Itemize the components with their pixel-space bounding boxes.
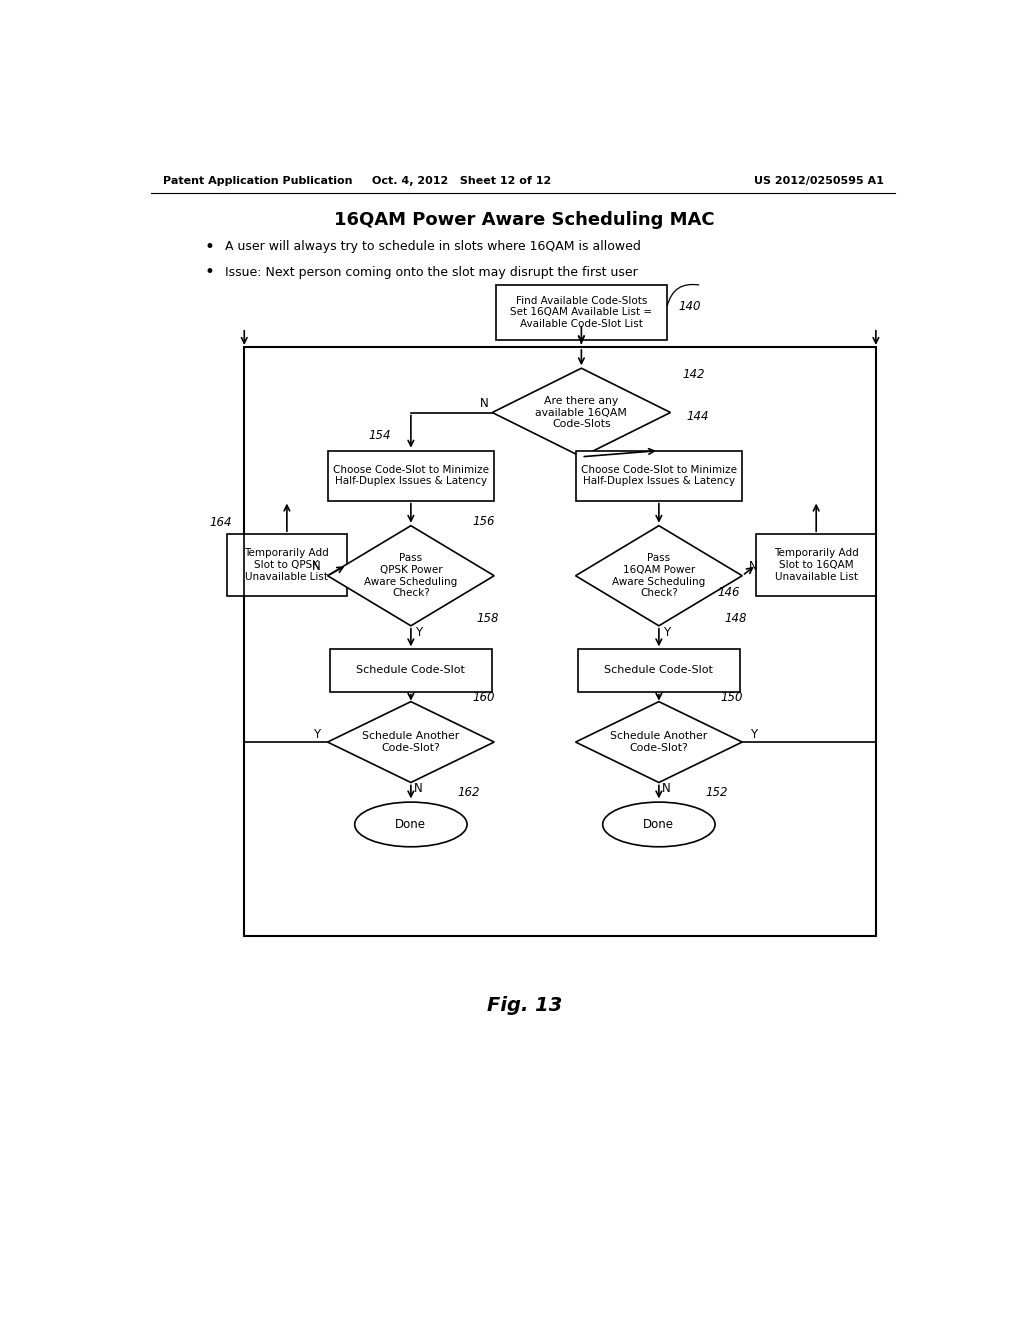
Text: •: • <box>205 264 214 281</box>
Polygon shape <box>575 525 742 626</box>
FancyBboxPatch shape <box>226 535 347 595</box>
Polygon shape <box>575 702 742 783</box>
Text: Schedule Code-Slot: Schedule Code-Slot <box>356 665 465 676</box>
Text: Schedule Another
Code-Slot?: Schedule Another Code-Slot? <box>610 731 708 752</box>
Ellipse shape <box>354 803 467 847</box>
Polygon shape <box>328 525 495 626</box>
FancyBboxPatch shape <box>496 285 667 341</box>
FancyBboxPatch shape <box>330 649 493 692</box>
Polygon shape <box>328 702 495 783</box>
Text: Choose Code-Slot to Minimize
Half-Duplex Issues & Latency: Choose Code-Slot to Minimize Half-Duplex… <box>333 465 488 487</box>
Text: N: N <box>312 560 321 573</box>
Text: 144: 144 <box>686 409 709 422</box>
Text: 154: 154 <box>369 429 391 442</box>
Text: N: N <box>415 781 423 795</box>
Text: 148: 148 <box>725 612 748 626</box>
Text: N: N <box>749 560 758 573</box>
FancyBboxPatch shape <box>756 535 877 595</box>
Text: Find Available Code-Slots
Set 16QAM Available List =
Available Code-Slot List: Find Available Code-Slots Set 16QAM Avai… <box>510 296 652 329</box>
Text: Oct. 4, 2012   Sheet 12 of 12: Oct. 4, 2012 Sheet 12 of 12 <box>372 176 551 186</box>
FancyBboxPatch shape <box>578 649 740 692</box>
Text: 158: 158 <box>477 612 500 626</box>
Text: Temporarily Add
Slot to 16QAM
Unavailable List: Temporarily Add Slot to 16QAM Unavailabl… <box>774 548 858 582</box>
Ellipse shape <box>603 803 715 847</box>
Text: Are there any
available 16QAM
Code-Slots: Are there any available 16QAM Code-Slots <box>536 396 628 429</box>
Text: N: N <box>663 781 671 795</box>
Text: Done: Done <box>395 818 426 832</box>
Bar <box>245 347 876 936</box>
Text: Y: Y <box>664 626 670 639</box>
Text: Schedule Another
Code-Slot?: Schedule Another Code-Slot? <box>362 731 460 752</box>
Text: Schedule Code-Slot: Schedule Code-Slot <box>604 665 714 676</box>
Text: Y: Y <box>415 626 422 639</box>
Text: 142: 142 <box>682 367 705 380</box>
Text: 16QAM Power Aware Scheduling MAC: 16QAM Power Aware Scheduling MAC <box>335 211 715 228</box>
Text: 150: 150 <box>721 690 743 704</box>
Text: Y: Y <box>750 727 757 741</box>
Text: 162: 162 <box>458 785 480 799</box>
Text: Patent Application Publication: Patent Application Publication <box>163 176 352 186</box>
Text: 164: 164 <box>209 516 231 529</box>
Text: 140: 140 <box>678 300 700 313</box>
Text: Y: Y <box>586 457 593 470</box>
Text: Done: Done <box>643 818 675 832</box>
Text: Pass
16QAM Power
Aware Scheduling
Check?: Pass 16QAM Power Aware Scheduling Check? <box>612 553 706 598</box>
Text: US 2012/0250595 A1: US 2012/0250595 A1 <box>754 176 884 186</box>
FancyBboxPatch shape <box>328 450 495 500</box>
Polygon shape <box>493 368 671 457</box>
Text: Y: Y <box>312 727 319 741</box>
Text: 152: 152 <box>706 785 728 799</box>
Text: A user will always try to schedule in slots where 16QAM is allowed: A user will always try to schedule in sl… <box>225 240 641 253</box>
FancyBboxPatch shape <box>575 450 742 500</box>
Text: Choose Code-Slot to Minimize
Half-Duplex Issues & Latency: Choose Code-Slot to Minimize Half-Duplex… <box>581 465 737 487</box>
Text: Temporarily Add
Slot to QPSK
Unavailable List: Temporarily Add Slot to QPSK Unavailable… <box>245 548 330 582</box>
Text: •: • <box>205 238 214 256</box>
Text: 156: 156 <box>473 515 496 528</box>
Text: N: N <box>480 397 488 409</box>
Text: 160: 160 <box>473 690 496 704</box>
Text: 146: 146 <box>717 586 739 599</box>
Text: Issue: Next person coming onto the slot may disrupt the first user: Issue: Next person coming onto the slot … <box>225 265 638 279</box>
Text: Pass
QPSK Power
Aware Scheduling
Check?: Pass QPSK Power Aware Scheduling Check? <box>365 553 458 598</box>
Text: Fig. 13: Fig. 13 <box>487 995 562 1015</box>
